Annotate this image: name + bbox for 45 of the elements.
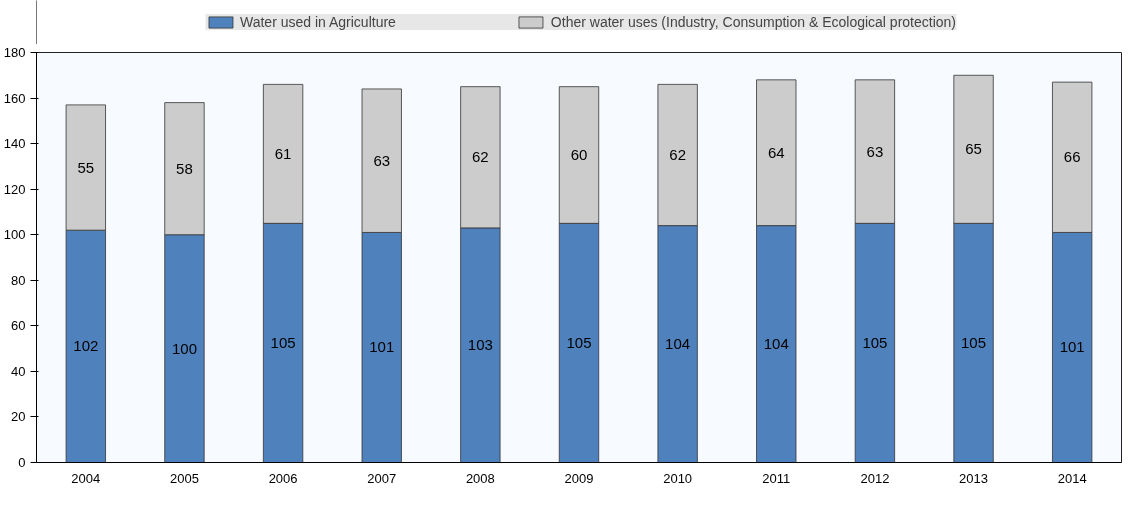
data-label: 63 (373, 151, 391, 169)
y-tick-label: 80 (11, 272, 26, 288)
data-label: 60 (570, 146, 588, 163)
x-tick-label: 2010 (663, 470, 693, 486)
data-label: 61 (274, 144, 292, 162)
data-label: 62 (472, 148, 489, 166)
y-tick-label: 0 (18, 455, 26, 470)
y-tick-label: 180 (3, 45, 26, 60)
data-label: 100 (171, 339, 197, 357)
x-tick-label: 2008 (465, 470, 495, 486)
y-tick-label: 120 (3, 181, 26, 197)
data-label: 105 (270, 333, 296, 351)
y-tick-label: 20 (11, 409, 26, 425)
legend-label: Water used in Agriculture (239, 14, 396, 30)
legend-label: Other water uses (Industry, Consumption & Ecological protection) (550, 14, 957, 30)
data-label: 55 (77, 158, 95, 176)
x-tick-label: 2012 (860, 470, 890, 486)
y-tick-label: 60 (11, 318, 26, 334)
data-label: 62 (669, 146, 686, 163)
x-tick-label: 2004 (71, 470, 101, 486)
data-label: 58 (176, 159, 193, 177)
data-label: 105 (862, 333, 888, 351)
data-label: 66 (1063, 148, 1081, 166)
data-label: 104 (665, 335, 691, 353)
x-tick-label: 2005 (169, 470, 199, 486)
data-label: 101 (369, 338, 395, 356)
x-tick-label: 2013 (959, 470, 989, 486)
y-tick-label: 100 (3, 227, 26, 243)
data-label: 64 (767, 143, 785, 161)
data-label: 104 (763, 335, 789, 353)
x-tick-label: 2011 (762, 470, 791, 486)
data-label: 105 (566, 333, 592, 351)
x-tick-label: 2014 (1057, 470, 1087, 486)
data-label: 103 (467, 336, 493, 354)
data-label: 101 (1059, 338, 1085, 356)
x-tick-label: 2006 (268, 470, 298, 486)
y-tick-label: 160 (3, 90, 26, 106)
data-label: 63 (866, 142, 884, 160)
y-tick-label: 140 (3, 136, 26, 152)
y-tick-label: 40 (11, 363, 26, 379)
data-label: 102 (73, 337, 99, 355)
data-label: 65 (965, 140, 982, 158)
data-label: 105 (961, 333, 987, 351)
x-tick-label: 2009 (564, 470, 594, 486)
x-tick-label: 2007 (367, 470, 397, 486)
